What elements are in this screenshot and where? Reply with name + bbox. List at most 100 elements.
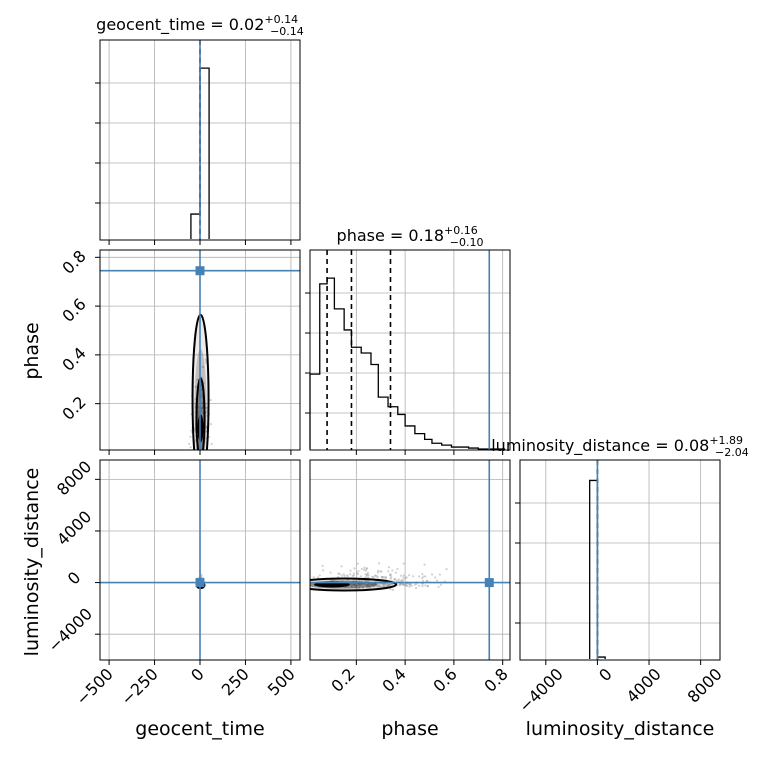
sample-point	[367, 574, 370, 577]
sample-point	[417, 584, 421, 587]
sample-point	[404, 583, 407, 587]
sample-point	[389, 574, 392, 577]
tick-label: 4000	[53, 507, 95, 549]
sample-point	[321, 564, 324, 567]
sample-point	[356, 584, 359, 587]
tick-label: 8000	[53, 457, 95, 499]
sample-point	[423, 563, 426, 566]
tick-label: 0.8	[480, 664, 511, 695]
sample-point	[368, 582, 372, 586]
sample-point	[369, 586, 372, 589]
sample-point	[400, 579, 403, 582]
sample-point	[377, 562, 381, 565]
sample-point	[424, 584, 427, 587]
hist-panel-geocent_time	[95, 39, 301, 245]
sample-point	[365, 567, 368, 571]
tick-label: −250	[117, 664, 162, 709]
xlabel-luminosity-distance: luminosity_distance	[526, 718, 715, 740]
sample-point	[377, 569, 380, 572]
sample-point	[382, 584, 385, 587]
sample-point	[360, 567, 363, 571]
sample-point	[410, 584, 413, 587]
xtick-labels-luminosity-distance: −4000 0 4000 8000	[515, 664, 726, 716]
sample-point	[301, 583, 303, 585]
sample-point	[403, 583, 406, 586]
sample-point	[371, 575, 374, 578]
sample-point	[409, 583, 412, 586]
sample-point	[364, 579, 367, 582]
sample-point	[384, 576, 387, 579]
sample-point	[381, 576, 384, 579]
title-geocent-time: geocent_time = 0.02+0.14 −0.14	[96, 13, 304, 38]
sample-point	[378, 585, 381, 588]
sample-point	[210, 442, 213, 446]
sample-point	[391, 569, 394, 572]
sample-point	[372, 584, 375, 588]
sample-point	[408, 585, 411, 588]
sample-point	[375, 584, 379, 588]
axes-frame	[309, 249, 511, 451]
tick-label: −500	[72, 664, 117, 709]
sample-point	[405, 584, 408, 587]
sample-point	[418, 575, 421, 578]
sample-point	[398, 583, 401, 586]
sample-point	[322, 569, 325, 572]
sample-point	[405, 584, 409, 588]
axes-frame	[99, 459, 301, 661]
sample-point	[365, 584, 368, 587]
sample-point	[367, 585, 370, 588]
sample-point	[380, 575, 383, 578]
tick-label: −4000	[44, 604, 96, 656]
sample-point	[426, 584, 429, 587]
sample-point	[380, 570, 383, 573]
sample-point	[316, 576, 320, 579]
sample-point	[391, 588, 395, 591]
sample-point	[426, 585, 429, 588]
sample-point	[340, 565, 343, 568]
sample-point	[351, 583, 354, 586]
2d-panel-geocent_time-phase	[95, 249, 301, 455]
sample-point	[389, 573, 392, 576]
sample-point	[312, 576, 315, 579]
sample-point	[421, 572, 424, 576]
sample-point	[209, 422, 212, 426]
sample-point	[190, 429, 193, 432]
sample-point	[197, 406, 200, 409]
axes-frame	[99, 249, 301, 451]
sample-point	[437, 585, 440, 588]
sample-point	[353, 567, 356, 570]
axes-frame	[519, 459, 721, 661]
sample-point	[425, 579, 429, 582]
sample-point	[358, 584, 361, 587]
panels-layer	[95, 39, 721, 665]
sample-point	[374, 574, 377, 577]
ylabel-phase: phase	[21, 322, 43, 379]
2d-panel-phase-luminosity_distance	[296, 459, 511, 665]
sample-point	[395, 579, 398, 582]
sample-point	[374, 583, 377, 586]
tick-label: 0	[595, 664, 616, 685]
tick-label: 0.8	[58, 246, 89, 277]
sample-point	[357, 570, 360, 573]
tick-label: 0.6	[58, 294, 89, 325]
hist-panel-luminosity_distance	[515, 459, 721, 665]
sample-point	[189, 435, 192, 438]
sample-point	[434, 576, 437, 579]
sample-point	[387, 584, 390, 587]
sample-point	[376, 575, 379, 578]
sample-point	[436, 579, 439, 582]
sample-point	[390, 576, 393, 579]
sample-point	[402, 579, 405, 582]
sample-point	[350, 583, 353, 587]
sample-point	[367, 583, 370, 586]
sample-point	[389, 574, 392, 577]
sample-point	[377, 584, 381, 587]
sample-point	[424, 575, 427, 578]
sample-point	[408, 574, 411, 577]
sample-point	[374, 582, 377, 586]
sample-point	[296, 584, 298, 586]
sample-point	[393, 578, 396, 581]
sample-point	[300, 573, 302, 575]
sample-point	[414, 583, 417, 586]
